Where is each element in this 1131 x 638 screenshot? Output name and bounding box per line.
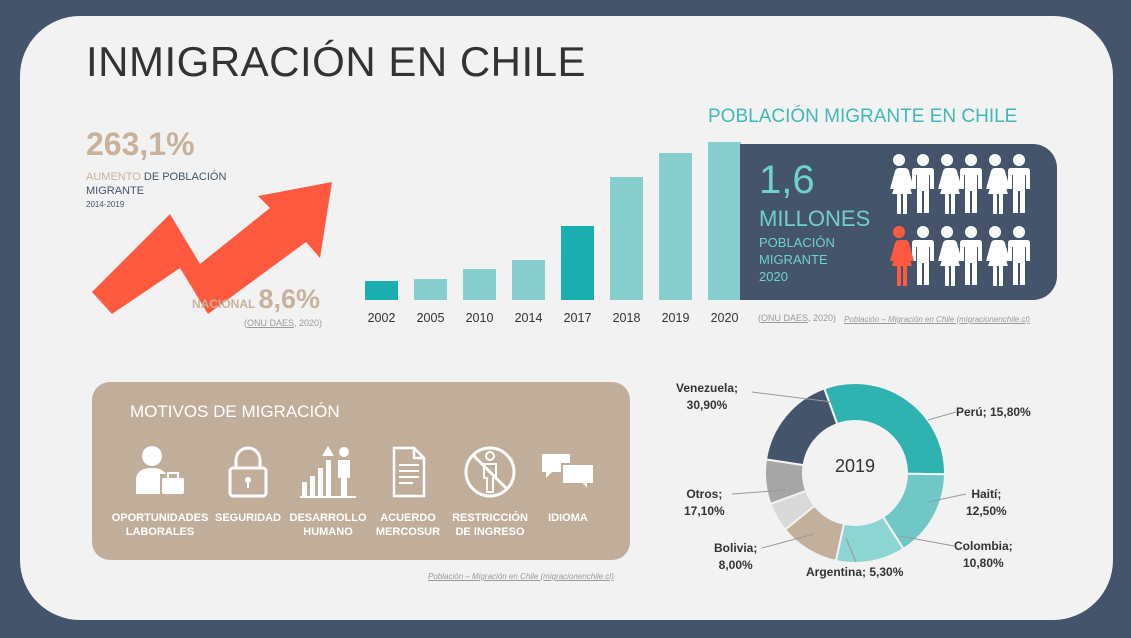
x-tick-2002: 2002: [367, 311, 396, 325]
x-tick-2018: 2018: [612, 311, 641, 325]
page-title: INMIGRACIÓN EN CHILE: [86, 38, 587, 85]
growth-desc-rest: DE POBLACIÓN: [140, 171, 227, 183]
source-link-onu[interactable]: ONU DAES: [247, 318, 295, 328]
donut-center-label: 2019: [834, 456, 876, 476]
growth-person-icon: [300, 446, 356, 498]
growth-years: 2014-2019: [86, 200, 125, 209]
bar-2010: [463, 269, 496, 300]
pie-label-peru: Perú; 15,80%: [956, 405, 1031, 419]
pie-label-haiti: Haití; 12,50%: [966, 487, 1007, 518]
motivo-seguridad: SEGURIDAD: [196, 442, 300, 525]
motivo-mercosur: ACUERDO MERCOSUR: [356, 442, 460, 539]
x-tick-2010: 2010: [465, 311, 494, 325]
pie-label-otros: Otros; 17,10%: [684, 487, 725, 518]
motivo-idioma: IDIOMA: [516, 442, 620, 525]
rising-arrow-icon: [92, 182, 332, 314]
motivos-panel: [92, 382, 630, 560]
worker-briefcase-icon: [136, 446, 184, 494]
motivo-desarrollo: DESARROLLO HUMANO: [276, 442, 380, 539]
bar-2020: [708, 142, 741, 300]
bar-2002: [365, 281, 398, 300]
x-tick-2005: 2005: [416, 311, 445, 325]
nacional-value: 8,6%: [258, 284, 320, 314]
pie-label-venezuela: Venezuela; 30,90%: [676, 381, 739, 412]
population-unit: MILLONES: [759, 206, 871, 231]
motivos-title: MOTIVOS DE MIGRACIÓN: [130, 402, 340, 421]
growth-description: AUMENTO DE POBLACIÓN MIGRANTE: [86, 170, 226, 198]
bar-2019: [659, 153, 692, 300]
population-number: 1,6: [759, 158, 815, 202]
motivo-oportunidades: OPORTUNIDADES LABORALES: [108, 442, 212, 539]
pie-label-colombia: Colombia; 10,80%: [954, 539, 1013, 570]
source-link-onu-2[interactable]: ONU DAES: [761, 313, 809, 323]
motivo-restriccion: RESTRICCIÓN DE INGRESO: [438, 442, 542, 539]
x-tick-2019: 2019: [661, 311, 690, 325]
no-entry-person-icon: [464, 446, 516, 498]
nacional-stat: NACIONAL 8,6%: [192, 284, 320, 315]
nacional-label: NACIONAL: [192, 297, 259, 311]
people-figures-icon: [890, 154, 1030, 286]
growth-percentage: 263,1%: [86, 126, 195, 162]
slice-otros: [764, 387, 839, 467]
bar-2017: [561, 226, 594, 300]
document-icon: [392, 446, 426, 498]
chart-title: POBLACIÓN MIGRANTE EN CHILE: [708, 106, 1018, 127]
x-tick-2017: 2017: [563, 311, 592, 325]
growth-desc-line2: MIGRANTE: [86, 185, 145, 197]
population-source-1: (ONU DAES, 2020): [758, 313, 837, 323]
x-tick-2020: 2020: [710, 311, 739, 325]
padlock-icon: [228, 446, 268, 498]
speech-bubbles-icon: [542, 454, 595, 493]
bar-2014: [512, 260, 545, 300]
x-tick-2014: 2014: [514, 311, 543, 325]
growth-source: (ONU DAES, 2020): [244, 318, 323, 328]
population-description: POBLACIÓN MIGRANTE 2020: [759, 235, 835, 284]
bar-2005: [414, 279, 447, 300]
pie-label-bolivia: Bolivia; 8,00%: [714, 541, 758, 572]
bar-2018: [610, 177, 643, 300]
growth-desc-accent: AUMENTO: [86, 171, 141, 183]
motivos-source[interactable]: Población – Migración en Chile (migracio…: [428, 572, 614, 581]
slice-venezuela: [822, 382, 946, 476]
pie-label-argentina: Argentina; 5,30%: [806, 565, 904, 579]
population-source-2[interactable]: Población – Migración en Chile (migracio…: [844, 315, 1030, 324]
